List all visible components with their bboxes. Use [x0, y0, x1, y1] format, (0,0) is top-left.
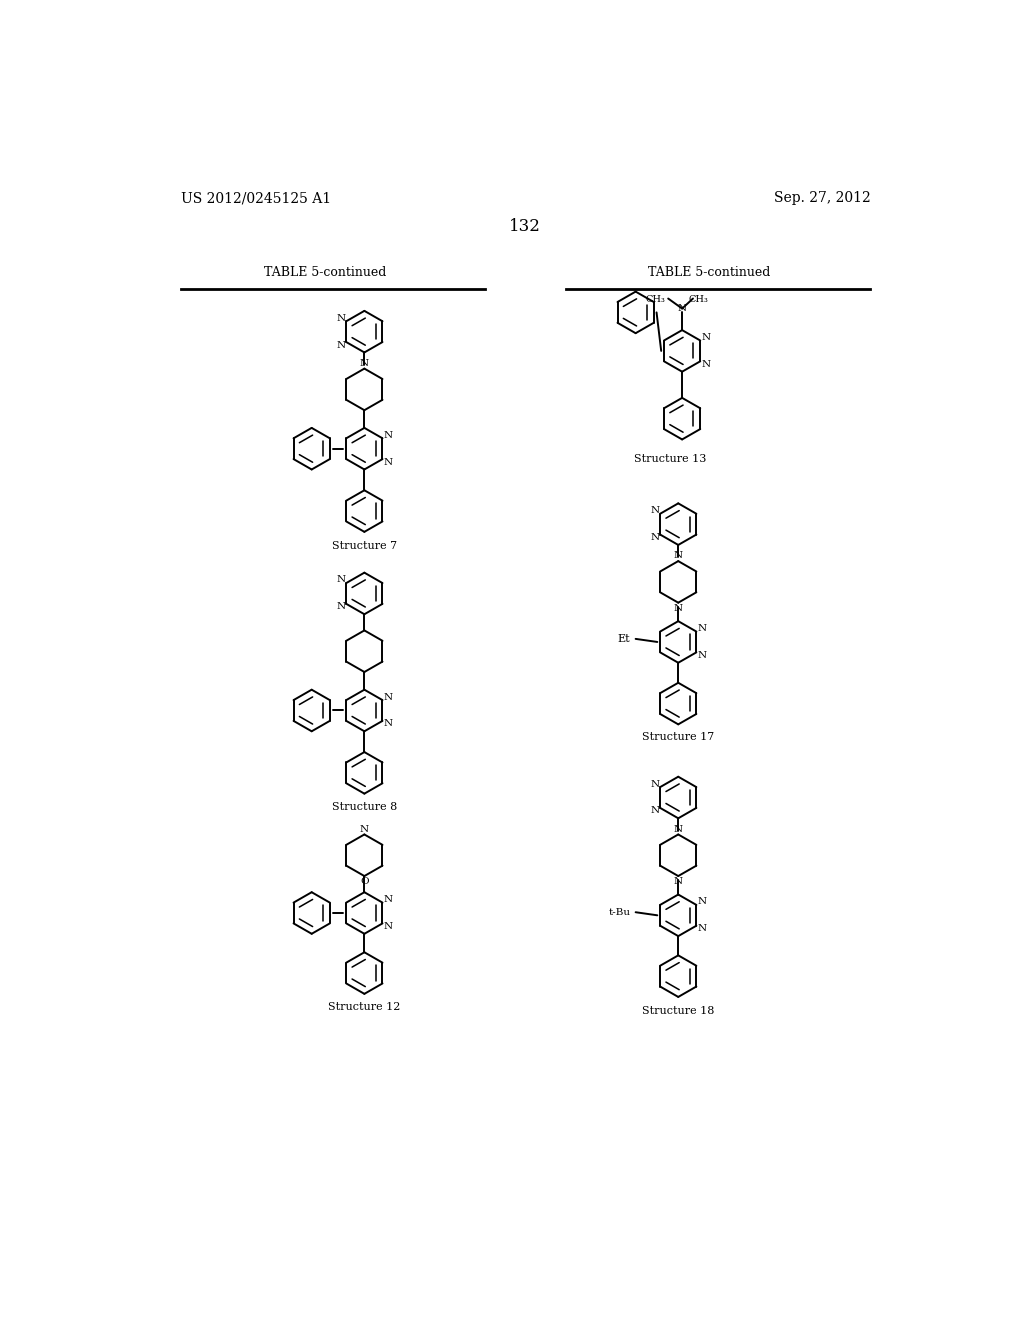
- Text: N: N: [697, 651, 707, 660]
- Text: N: N: [674, 603, 683, 612]
- Text: N: N: [701, 360, 711, 368]
- Text: t-Bu: t-Bu: [608, 908, 630, 916]
- Text: TABLE 5-continued: TABLE 5-continued: [264, 265, 387, 279]
- Text: Structure 8: Structure 8: [332, 801, 397, 812]
- Text: Structure 17: Structure 17: [642, 733, 715, 742]
- Text: US 2012/0245125 A1: US 2012/0245125 A1: [180, 191, 331, 206]
- Text: N: N: [701, 333, 711, 342]
- Text: N: N: [359, 825, 369, 833]
- Text: N: N: [650, 780, 659, 788]
- Text: N: N: [383, 458, 392, 467]
- Text: N: N: [650, 533, 659, 543]
- Text: 132: 132: [509, 218, 541, 235]
- Text: N: N: [336, 341, 345, 350]
- Text: N: N: [678, 304, 687, 313]
- Text: TABLE 5-continued: TABLE 5-continued: [648, 265, 770, 279]
- Text: N: N: [359, 359, 369, 368]
- Text: N: N: [697, 624, 707, 634]
- Text: N: N: [336, 576, 345, 585]
- Text: CH₃: CH₃: [688, 294, 709, 304]
- Text: N: N: [336, 602, 345, 611]
- Text: Structure 7: Structure 7: [332, 541, 397, 550]
- Text: N: N: [383, 921, 392, 931]
- Text: Structure 12: Structure 12: [328, 1002, 400, 1012]
- Text: N: N: [650, 807, 659, 816]
- Text: N: N: [697, 924, 707, 933]
- Text: Sep. 27, 2012: Sep. 27, 2012: [774, 191, 870, 206]
- Text: N: N: [383, 719, 392, 729]
- Text: N: N: [674, 825, 683, 833]
- Text: Et: Et: [617, 634, 630, 644]
- Text: O: O: [360, 876, 369, 886]
- Text: N: N: [697, 898, 707, 907]
- Text: N: N: [674, 876, 683, 886]
- Text: CH₃: CH₃: [645, 294, 665, 304]
- Text: N: N: [650, 506, 659, 515]
- Text: N: N: [336, 314, 345, 322]
- Text: Structure 13: Structure 13: [634, 454, 707, 463]
- Text: N: N: [383, 693, 392, 701]
- Text: N: N: [674, 552, 683, 560]
- Text: Structure 18: Structure 18: [642, 1006, 715, 1016]
- Text: N: N: [383, 430, 392, 440]
- Text: N: N: [383, 895, 392, 904]
